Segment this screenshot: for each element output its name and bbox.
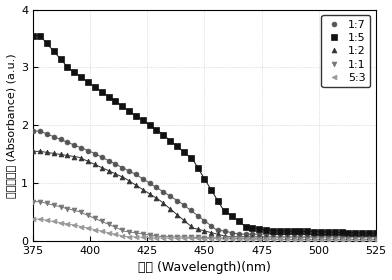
- 1:7: [374, 234, 378, 237]
- 1:2: [367, 235, 371, 239]
- 5:3: [367, 238, 371, 242]
- 1:1: [31, 200, 35, 203]
- 5:3: [374, 238, 378, 242]
- 1:1: [257, 237, 262, 241]
- 1:5: [257, 227, 262, 230]
- 1:5: [31, 34, 35, 37]
- 1:1: [285, 238, 289, 241]
- Line: 1:5: 1:5: [30, 33, 379, 236]
- Line: 1:1: 1:1: [31, 199, 378, 242]
- 1:1: [140, 232, 145, 236]
- 1:2: [140, 188, 145, 191]
- 1:7: [278, 232, 282, 236]
- 1:7: [140, 177, 145, 181]
- 5:3: [134, 235, 138, 239]
- 5:3: [278, 238, 282, 241]
- 1:1: [374, 238, 378, 241]
- 1:2: [106, 169, 111, 172]
- Line: 1:7: 1:7: [31, 129, 378, 238]
- 1:7: [360, 234, 365, 237]
- 5:3: [312, 238, 316, 242]
- 5:3: [31, 217, 35, 221]
- 1:7: [31, 129, 35, 133]
- Line: 5:3: 5:3: [31, 217, 378, 242]
- 1:1: [367, 238, 371, 241]
- 5:3: [140, 236, 145, 239]
- 1:5: [367, 231, 371, 235]
- 1:7: [106, 159, 111, 162]
- 1:5: [374, 232, 378, 235]
- 1:1: [271, 238, 276, 241]
- 1:5: [140, 119, 145, 122]
- 5:3: [257, 237, 262, 241]
- 1:2: [285, 235, 289, 239]
- X-axis label: 波长 (Wavelength)(nm): 波长 (Wavelength)(nm): [138, 262, 271, 274]
- 1:7: [367, 234, 371, 237]
- 1:2: [374, 235, 378, 239]
- 1:1: [106, 223, 111, 226]
- 1:2: [264, 235, 269, 239]
- 1:5: [278, 229, 282, 232]
- 1:2: [134, 183, 138, 187]
- Line: 1:2: 1:2: [31, 149, 378, 239]
- Y-axis label: 相对吸光度 (Absorbance) (a.u.): 相对吸光度 (Absorbance) (a.u.): [5, 53, 16, 198]
- 1:7: [257, 232, 262, 236]
- 5:3: [106, 231, 111, 234]
- 1:7: [134, 173, 138, 176]
- Legend: 1:7, 1:5, 1:2, 1:1, 5:3: 1:7, 1:5, 1:2, 1:1, 5:3: [321, 15, 370, 87]
- 1:5: [134, 114, 138, 117]
- 1:2: [257, 235, 262, 239]
- 1:1: [134, 231, 138, 235]
- 1:2: [31, 150, 35, 153]
- 1:5: [106, 95, 111, 98]
